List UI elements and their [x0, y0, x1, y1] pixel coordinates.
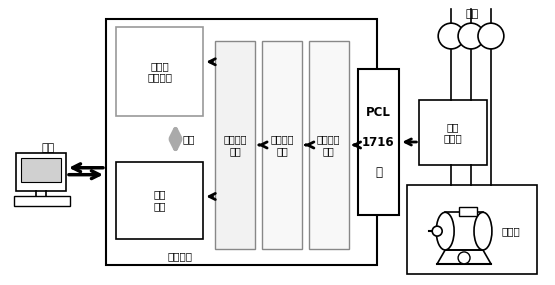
Circle shape: [438, 23, 464, 49]
Text: 频谱细化
模块: 频谱细化 模块: [224, 134, 247, 156]
Bar: [21, 158, 61, 182]
Bar: [309, 41, 349, 249]
Circle shape: [478, 23, 504, 49]
Bar: [459, 207, 477, 216]
Text: 电流
互感器: 电流 互感器: [444, 122, 462, 143]
Circle shape: [458, 252, 470, 264]
Bar: [215, 41, 255, 249]
Bar: [445, 212, 483, 250]
Text: 数据采集
模块: 数据采集 模块: [317, 134, 340, 156]
Text: 电网: 电网: [466, 9, 478, 19]
Bar: [14, 196, 70, 206]
Bar: [116, 27, 203, 116]
Bar: [106, 19, 376, 265]
Text: 电脑: 电脑: [42, 143, 55, 153]
Text: 虚拟平台: 虚拟平台: [168, 251, 193, 261]
Text: PCL

1716

卡: PCL 1716 卡: [362, 105, 395, 178]
Text: 比较: 比较: [183, 134, 195, 144]
Circle shape: [458, 23, 484, 49]
Bar: [262, 41, 302, 249]
Text: 转差率
测量模块: 转差率 测量模块: [147, 61, 172, 82]
Bar: [16, 153, 66, 191]
Text: 寻峰
模块: 寻峰 模块: [153, 190, 166, 211]
Ellipse shape: [474, 212, 492, 250]
Ellipse shape: [436, 212, 454, 250]
Bar: [407, 185, 537, 274]
Text: 电动机: 电动机: [502, 226, 520, 236]
Bar: [116, 162, 203, 239]
Circle shape: [432, 226, 442, 236]
Bar: [419, 100, 487, 165]
Text: 数字滤波
模块: 数字滤波 模块: [270, 134, 294, 156]
Bar: [357, 69, 400, 215]
